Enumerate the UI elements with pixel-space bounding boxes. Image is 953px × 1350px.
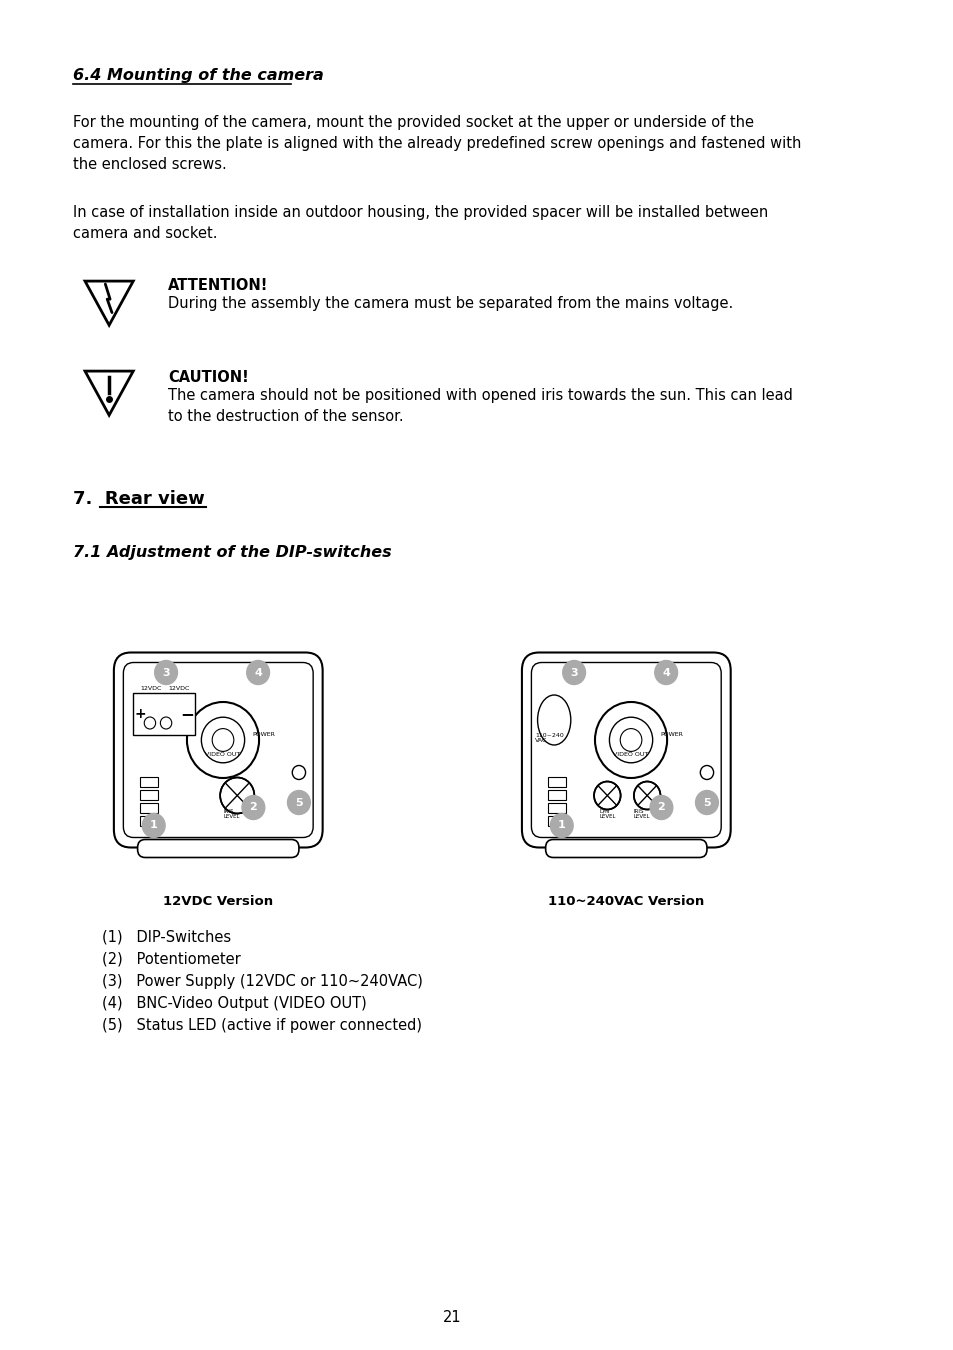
Text: CAUTION!: CAUTION!	[168, 370, 249, 385]
Bar	[548, 802, 565, 813]
Text: 110~240
VAC: 110~240 VAC	[535, 733, 563, 744]
Circle shape	[187, 702, 259, 778]
Circle shape	[142, 814, 165, 837]
FancyBboxPatch shape	[521, 652, 730, 848]
Circle shape	[695, 791, 718, 814]
Text: 2: 2	[657, 802, 664, 813]
Text: 3: 3	[570, 667, 578, 678]
Circle shape	[594, 782, 620, 810]
Text: POWER: POWER	[253, 733, 275, 737]
Circle shape	[242, 795, 265, 819]
Text: POWER: POWER	[659, 733, 682, 737]
Text: VIDEO OUT: VIDEO OUT	[613, 752, 648, 757]
Text: 1: 1	[558, 821, 565, 830]
Circle shape	[649, 795, 672, 819]
Bar	[140, 815, 157, 825]
Text: The camera should not be positioned with opened iris towards the sun. This can l: The camera should not be positioned with…	[168, 387, 792, 424]
FancyBboxPatch shape	[137, 840, 298, 857]
Text: 110~240VAC Version: 110~240VAC Version	[548, 895, 703, 909]
Text: (3)   Power Supply (12VDC or 110~240VAC): (3) Power Supply (12VDC or 110~240VAC)	[101, 973, 422, 990]
Text: (1)   DIP-Switches: (1) DIP-Switches	[101, 930, 231, 945]
Circle shape	[595, 702, 666, 778]
Text: 5: 5	[702, 798, 710, 807]
Circle shape	[144, 717, 155, 729]
Text: 4: 4	[661, 667, 669, 678]
Text: 12VDC: 12VDC	[169, 686, 190, 691]
Text: 3: 3	[162, 667, 170, 678]
Circle shape	[700, 765, 713, 779]
Bar	[548, 815, 565, 825]
Text: IRIS
LEVEL: IRIS LEVEL	[633, 809, 650, 819]
Circle shape	[160, 717, 172, 729]
Text: 12VDC Version: 12VDC Version	[163, 895, 274, 909]
FancyBboxPatch shape	[123, 663, 313, 837]
Circle shape	[292, 765, 305, 779]
Text: +: +	[134, 707, 146, 721]
Text: 7.  Rear view: 7. Rear view	[73, 490, 205, 508]
Text: For the mounting of the camera, mount the provided socket at the upper or unders: For the mounting of the camera, mount th…	[73, 115, 801, 171]
Circle shape	[654, 660, 677, 684]
Text: In case of installation inside an outdoor housing, the provided spacer will be i: In case of installation inside an outdoo…	[73, 205, 767, 242]
Text: IRIS
LEVEL: IRIS LEVEL	[223, 809, 239, 819]
Bar	[548, 790, 565, 799]
Text: 2: 2	[250, 802, 257, 813]
Circle shape	[619, 729, 641, 752]
Text: (5)   Status LED (active if power connected): (5) Status LED (active if power connecte…	[101, 1018, 421, 1033]
Circle shape	[609, 717, 652, 763]
Text: ATTENTION!: ATTENTION!	[168, 278, 268, 293]
Text: D/N
LEVEL: D/N LEVEL	[599, 809, 616, 819]
Bar	[548, 776, 565, 787]
Text: (2)   Potentiometer: (2) Potentiometer	[101, 952, 240, 967]
Text: 6.4 Mounting of the camera: 6.4 Mounting of the camera	[73, 68, 323, 82]
Text: During the assembly the camera must be separated from the mains voltage.: During the assembly the camera must be s…	[168, 296, 733, 310]
Circle shape	[220, 778, 254, 814]
Circle shape	[550, 814, 573, 837]
Ellipse shape	[537, 695, 570, 745]
Bar	[140, 802, 157, 813]
Text: 5: 5	[294, 798, 302, 807]
FancyBboxPatch shape	[531, 663, 720, 837]
Text: 1: 1	[150, 821, 157, 830]
Circle shape	[633, 782, 659, 810]
Circle shape	[562, 660, 585, 684]
Bar	[140, 776, 157, 787]
Text: 7.1 Adjustment of the DIP-switches: 7.1 Adjustment of the DIP-switches	[73, 545, 392, 560]
Circle shape	[201, 717, 244, 763]
Circle shape	[287, 791, 310, 814]
Text: (4)   BNC-Video Output (VIDEO OUT): (4) BNC-Video Output (VIDEO OUT)	[101, 996, 366, 1011]
Circle shape	[212, 729, 233, 752]
Text: 12VDC: 12VDC	[140, 686, 162, 691]
FancyBboxPatch shape	[545, 840, 706, 857]
Text: 21: 21	[443, 1310, 461, 1324]
Circle shape	[247, 660, 269, 684]
Text: VIDEO OUT: VIDEO OUT	[205, 752, 240, 757]
Bar	[132, 693, 194, 734]
Text: −: −	[180, 705, 193, 724]
Bar	[140, 790, 157, 799]
Circle shape	[154, 660, 177, 684]
Text: 4: 4	[253, 667, 262, 678]
FancyBboxPatch shape	[113, 652, 322, 848]
